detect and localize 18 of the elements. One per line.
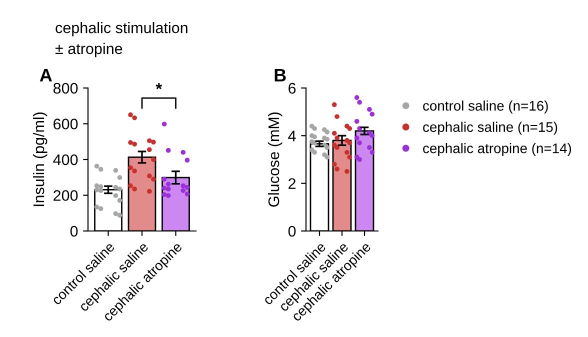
y-tick-label: 800 bbox=[53, 82, 78, 94]
y-tick-label: 600 bbox=[54, 118, 78, 130]
y-tick-label: 400 bbox=[53, 154, 78, 166]
y-axis-title: Glucose (mM) bbox=[268, 112, 282, 207]
y-tick-label: 6 bbox=[288, 82, 296, 94]
legend-label: cephalic atropine (n=14) bbox=[423, 143, 572, 156]
y-tick-label: 4 bbox=[288, 130, 296, 142]
y-tick-label: 2 bbox=[288, 178, 296, 189]
text: B bbox=[274, 68, 286, 82]
y-tick-label: 200 bbox=[54, 190, 78, 201]
y-tick-label: 0 bbox=[70, 226, 78, 237]
y-tick-label: 0 bbox=[288, 226, 296, 237]
y-axis-title: Insulin (pg/ml) bbox=[32, 112, 48, 206]
legend-label: cephalic saline (n=15) bbox=[423, 122, 558, 135]
chart-title: cephalic stimulation ± atropine bbox=[55, 22, 188, 58]
text: A bbox=[40, 68, 52, 82]
annotation: * bbox=[156, 83, 162, 90]
legend-label: control saline (n=16) bbox=[423, 100, 548, 114]
